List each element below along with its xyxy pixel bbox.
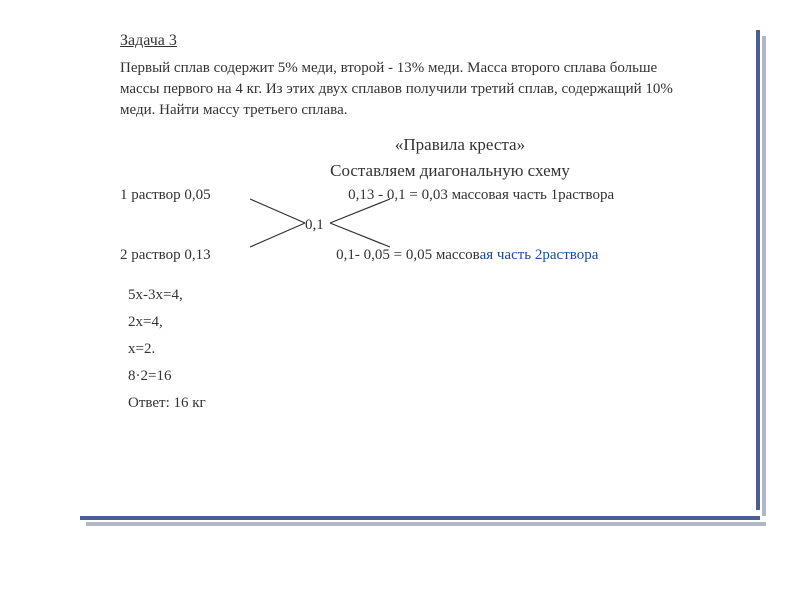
cross-lines — [250, 195, 390, 251]
border-right — [756, 30, 760, 510]
row2-calc-black: 0,1- 0,05 = 0,05 массов — [336, 247, 479, 263]
row1-label: 1 раствор 0,05 — [120, 187, 211, 203]
cross-diagram: 1 раствор 0,05 0,13 - 0,1 = 0,03 массова… — [120, 187, 740, 277]
problem-statement: Первый сплав содержит 5% меди, второй - … — [120, 58, 680, 121]
task-title: Задача 3 — [120, 32, 740, 50]
solution-row-2: 2 раствор 0,13 0,1- 0,05 = 0,05 массовая… — [120, 247, 598, 264]
calc-line-1: 5х-3х=4, — [128, 287, 740, 304]
rules-title: «Правила креста» — [180, 135, 740, 155]
calc-line-3: х=2. — [128, 341, 740, 358]
calc-line-2: 2х=4, — [128, 314, 740, 331]
answer: Ответ: 16 кг — [128, 395, 740, 412]
border-shadow-right — [762, 36, 766, 516]
row2-calc-blue: ая часть 2раствора — [480, 247, 599, 263]
border-bottom — [80, 516, 760, 520]
row2-label: 2 раствор 0,13 — [120, 247, 211, 263]
border-shadow-bottom — [86, 522, 766, 526]
diagonal-subtitle: Составляем диагональную схему — [160, 161, 740, 181]
calc-line-4: 8·2=16 — [128, 368, 740, 385]
slide-container: Задача 3 Первый сплав содержит 5% меди, … — [0, 0, 800, 600]
